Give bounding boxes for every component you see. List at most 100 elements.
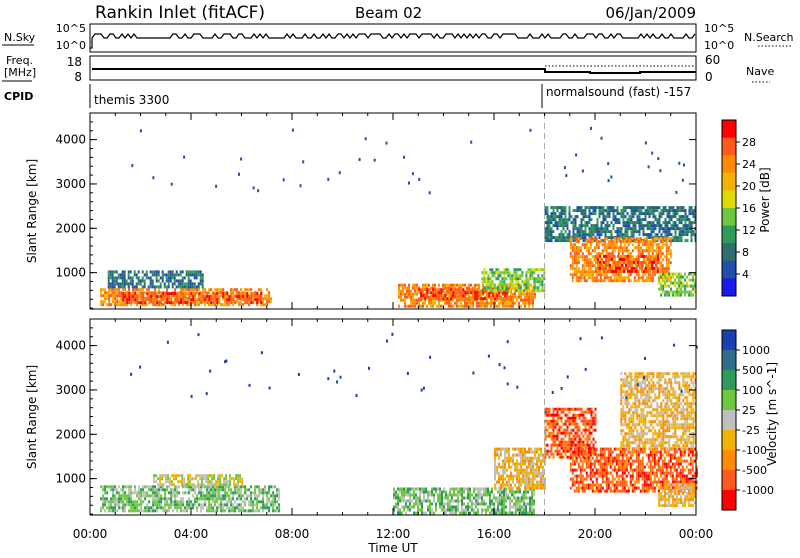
data-cell-power bbox=[657, 209, 659, 212]
data-cell-power bbox=[472, 288, 474, 291]
data-cell-velocity bbox=[581, 411, 583, 414]
data-cell-power bbox=[667, 230, 669, 233]
data-cell-velocity bbox=[508, 484, 510, 487]
data-cell-power bbox=[590, 243, 592, 246]
data-cell-power bbox=[602, 243, 604, 246]
data-cell-velocity bbox=[439, 506, 441, 509]
data-cell-power bbox=[669, 233, 671, 236]
data-cell-power bbox=[593, 230, 595, 233]
data-cell-velocity bbox=[585, 432, 587, 435]
data-cell-power bbox=[212, 295, 214, 298]
data-cell-power bbox=[670, 240, 672, 243]
data-cell-power bbox=[664, 237, 666, 240]
data-cell-power bbox=[629, 261, 631, 264]
data-cell-power bbox=[204, 303, 206, 306]
data-cell-power bbox=[599, 227, 601, 230]
data-cell-velocity bbox=[176, 506, 178, 509]
data-cell-velocity bbox=[195, 477, 197, 480]
data-cell-velocity bbox=[212, 494, 214, 497]
data-cell-velocity bbox=[262, 503, 264, 506]
data-cell-velocity bbox=[508, 487, 510, 490]
data-cell-power bbox=[549, 230, 551, 233]
data-cell-power bbox=[593, 212, 595, 215]
data-cell-power bbox=[489, 271, 491, 274]
nsearch-tick-top: 10^5 bbox=[704, 22, 734, 35]
data-cell-velocity bbox=[549, 423, 551, 426]
data-cell-velocity bbox=[142, 485, 144, 488]
data-cell-velocity bbox=[236, 497, 238, 500]
data-cell-velocity bbox=[553, 426, 555, 429]
data-cell-power bbox=[406, 296, 408, 299]
data-cell-velocity bbox=[128, 503, 130, 506]
data-cell-velocity bbox=[587, 411, 589, 414]
data-cell-power bbox=[656, 252, 658, 255]
data-cell-power bbox=[450, 284, 452, 287]
data-cell-power bbox=[414, 299, 416, 302]
data-cell-power bbox=[587, 215, 589, 218]
data-cell-velocity bbox=[215, 483, 217, 486]
data-cell-power bbox=[563, 209, 565, 212]
data-cell-power bbox=[444, 297, 446, 300]
data-cell-velocity bbox=[586, 451, 588, 454]
data-cell-power bbox=[673, 224, 675, 227]
data-cell-velocity bbox=[104, 491, 106, 494]
data-cell-power bbox=[497, 277, 499, 280]
data-cell-velocity bbox=[504, 451, 506, 454]
data-cell-power bbox=[573, 224, 575, 227]
data-cell-power bbox=[176, 273, 178, 276]
data-cell-velocity bbox=[232, 491, 234, 494]
data-cell-velocity bbox=[577, 435, 579, 438]
data-cell-power bbox=[690, 291, 692, 294]
data-cell-power bbox=[132, 279, 134, 282]
data-cell-power bbox=[142, 285, 144, 288]
data-cell-velocity bbox=[250, 491, 252, 494]
data-cell-velocity bbox=[591, 408, 593, 411]
data-cell-velocity bbox=[152, 494, 154, 497]
data-cell-velocity bbox=[118, 485, 120, 488]
data-cell-velocity bbox=[399, 509, 401, 512]
data-cell-power bbox=[611, 233, 613, 236]
data-cell-power bbox=[660, 273, 662, 276]
data-cell-velocity bbox=[467, 494, 469, 497]
data-cell-power bbox=[570, 264, 572, 267]
data-cell-velocity bbox=[512, 463, 514, 466]
data-cell-power bbox=[584, 273, 586, 276]
data-cell-velocity bbox=[218, 503, 220, 506]
data-cell-velocity bbox=[494, 469, 496, 472]
data-cell-power bbox=[604, 249, 606, 252]
data-cell-power bbox=[202, 291, 204, 294]
data-cell-velocity bbox=[421, 506, 423, 509]
data-cell-velocity bbox=[526, 451, 528, 454]
data-cell-power bbox=[130, 276, 132, 279]
data-cell-velocity bbox=[542, 472, 544, 475]
data-cell-power bbox=[582, 276, 584, 279]
data-cell-velocity bbox=[237, 474, 239, 477]
data-cell-power bbox=[514, 293, 516, 296]
data-cell-velocity bbox=[573, 438, 575, 441]
data-cell-power bbox=[497, 271, 499, 274]
data-cell-velocity bbox=[419, 491, 421, 494]
data-cell-power bbox=[649, 255, 651, 258]
data-cell-power bbox=[228, 303, 230, 306]
data-cell-power bbox=[630, 273, 632, 276]
data-cell-power bbox=[108, 282, 110, 285]
data-cell-power bbox=[676, 273, 678, 276]
data-cell-velocity bbox=[429, 512, 431, 515]
data-cell-velocity bbox=[188, 506, 190, 509]
data-cell-velocity bbox=[417, 503, 419, 506]
data-cell-power bbox=[659, 227, 661, 230]
data-cell-power bbox=[637, 230, 639, 233]
data-cell-power bbox=[658, 279, 660, 282]
data-cell-velocity bbox=[561, 420, 563, 423]
data-cell-velocity bbox=[526, 457, 528, 460]
data-cell-power bbox=[687, 227, 689, 230]
data-cell-power bbox=[188, 303, 190, 306]
data-cell-velocity bbox=[198, 488, 200, 491]
data-cell-power bbox=[553, 218, 555, 221]
data-cell-power bbox=[424, 297, 426, 300]
data-cell-velocity bbox=[106, 500, 108, 503]
data-cell-power bbox=[624, 276, 626, 279]
data-cell-velocity bbox=[534, 472, 536, 475]
data-cell-velocity bbox=[218, 488, 220, 491]
